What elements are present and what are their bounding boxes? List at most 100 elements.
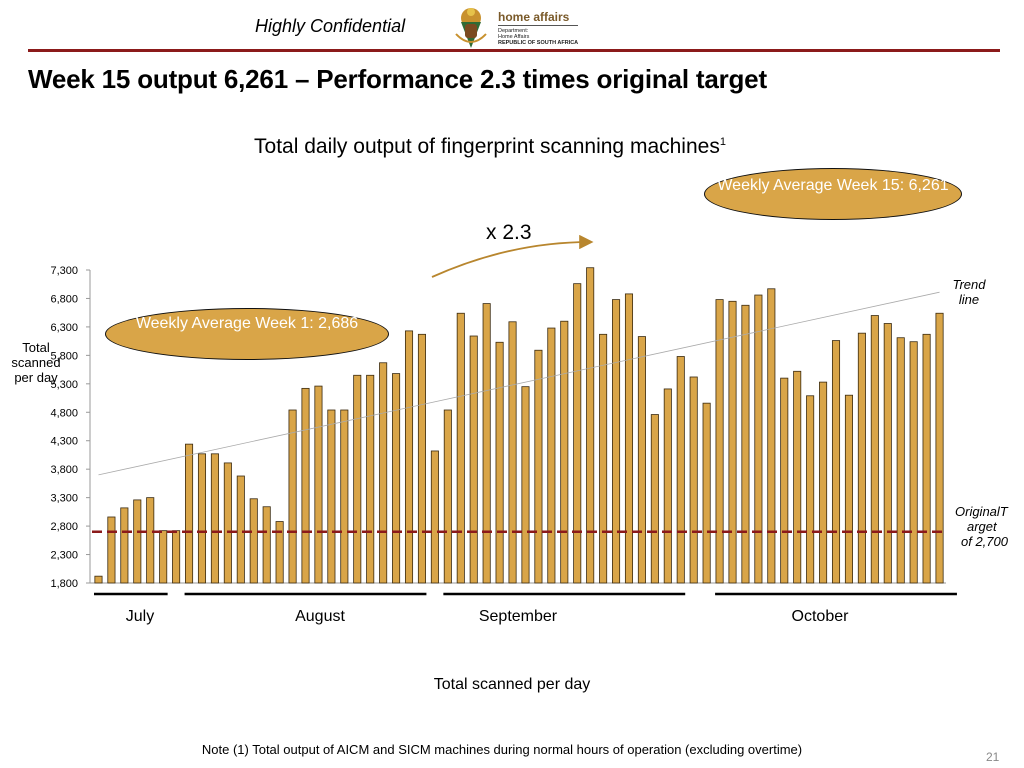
bar	[301, 387, 310, 584]
bar	[806, 395, 815, 584]
bar	[767, 288, 776, 584]
bar	[94, 575, 103, 584]
trend-line-label: Trend line	[952, 277, 986, 307]
bar	[366, 374, 375, 584]
bar	[249, 498, 258, 584]
logo-title: home affairs	[498, 10, 570, 24]
bar	[379, 362, 388, 584]
bar	[404, 330, 414, 584]
x-axis-label: Total scanned per day	[433, 676, 591, 693]
logo-home-affairs: Home Affairs	[498, 34, 530, 40]
bar	[689, 376, 698, 584]
month-label-september: September	[478, 608, 558, 625]
bar	[314, 385, 323, 584]
y-tick-label: 7,300	[50, 265, 78, 277]
bar	[120, 507, 129, 584]
bar	[133, 499, 142, 584]
bar	[547, 327, 556, 584]
bar	[741, 304, 750, 584]
growth-arrow	[431, 234, 594, 278]
bar	[624, 293, 634, 584]
y-tick-label: 6,300	[50, 322, 78, 334]
y-tick-label: 4,800	[50, 407, 78, 419]
bar	[819, 381, 828, 584]
logo-divider	[498, 25, 578, 26]
bar	[469, 335, 478, 584]
logo-republic: REPUBLIC OF SOUTH AFRICA	[498, 40, 579, 46]
home-affairs-logo: home affairs Department: Home Affairs RE…	[454, 4, 594, 52]
chart-subtitle: Total daily output of fingerprint scanni…	[0, 135, 980, 159]
bar	[146, 497, 155, 584]
chart-subtitle-text: Total daily output of fingerprint scanni…	[254, 135, 720, 158]
y-tick-label: 4,300	[50, 436, 78, 448]
bar	[560, 320, 569, 584]
y-tick-label: 5,800	[50, 350, 78, 362]
footnote-marker: 1	[719, 136, 726, 148]
bar	[495, 341, 504, 584]
month-label-october: October	[791, 608, 849, 625]
y-tick-label: 2,800	[50, 521, 78, 533]
bar	[780, 377, 789, 584]
page-number: 21	[986, 750, 1000, 764]
bar	[172, 530, 181, 584]
bar	[650, 414, 659, 584]
footnote: Note (1) Total output of AICM and SICM m…	[201, 742, 803, 757]
y-tick-label: 3,300	[50, 493, 78, 505]
bar	[508, 321, 517, 584]
bar	[870, 315, 879, 584]
bar	[482, 303, 491, 584]
bar	[715, 299, 724, 584]
bar	[288, 409, 297, 584]
bar	[159, 530, 168, 584]
header-divider	[28, 49, 1000, 52]
week15-average-callout: Weekly Average Week 15: 6,261	[704, 168, 962, 220]
bar	[275, 521, 284, 584]
bar	[883, 323, 892, 584]
slide-title: Week 15 output 6,261 – Performance 2.3 t…	[28, 64, 767, 94]
bar	[702, 402, 711, 584]
bar	[896, 337, 905, 584]
bar	[728, 300, 737, 584]
trend-line	[98, 291, 940, 476]
bar	[236, 475, 245, 584]
bar	[676, 356, 685, 584]
bar	[586, 267, 595, 584]
y-tick-label: 2,300	[50, 550, 78, 562]
target-line-label: OriginalT arget of 2,700	[955, 504, 1019, 549]
bar	[534, 349, 543, 584]
bar	[456, 312, 465, 584]
logo-department: Department:	[498, 28, 529, 34]
bar	[197, 453, 207, 584]
week1-average-callout: Weekly Average Week 1: 2,686	[105, 308, 389, 360]
y-tick-label: 1,800	[50, 578, 78, 590]
bar	[857, 332, 866, 584]
bar	[663, 388, 672, 584]
confidential-label: Highly Confidential	[255, 16, 406, 36]
bar	[430, 450, 439, 584]
bar	[443, 409, 452, 584]
bar	[754, 294, 763, 584]
bar	[793, 370, 802, 584]
bar	[417, 333, 426, 584]
coat-of-arms-icon	[455, 8, 487, 48]
month-label-august: August	[295, 608, 345, 625]
bar	[327, 409, 336, 584]
bar	[831, 340, 841, 584]
bar	[599, 333, 608, 584]
target-label-line2: arget	[967, 519, 997, 534]
month-label-july: July	[125, 608, 155, 625]
bar	[223, 462, 232, 584]
bar	[353, 374, 362, 584]
bar	[935, 312, 944, 584]
target-label-line1: OriginalT	[955, 504, 1008, 519]
bar	[637, 336, 646, 584]
bar	[612, 299, 621, 584]
y-tick-label: 6,800	[50, 293, 78, 305]
bar	[844, 394, 853, 584]
bar	[573, 283, 582, 584]
bar	[210, 453, 219, 584]
bar	[392, 373, 401, 584]
bar	[922, 333, 931, 584]
multiplier-label: x 2.3	[486, 221, 532, 244]
